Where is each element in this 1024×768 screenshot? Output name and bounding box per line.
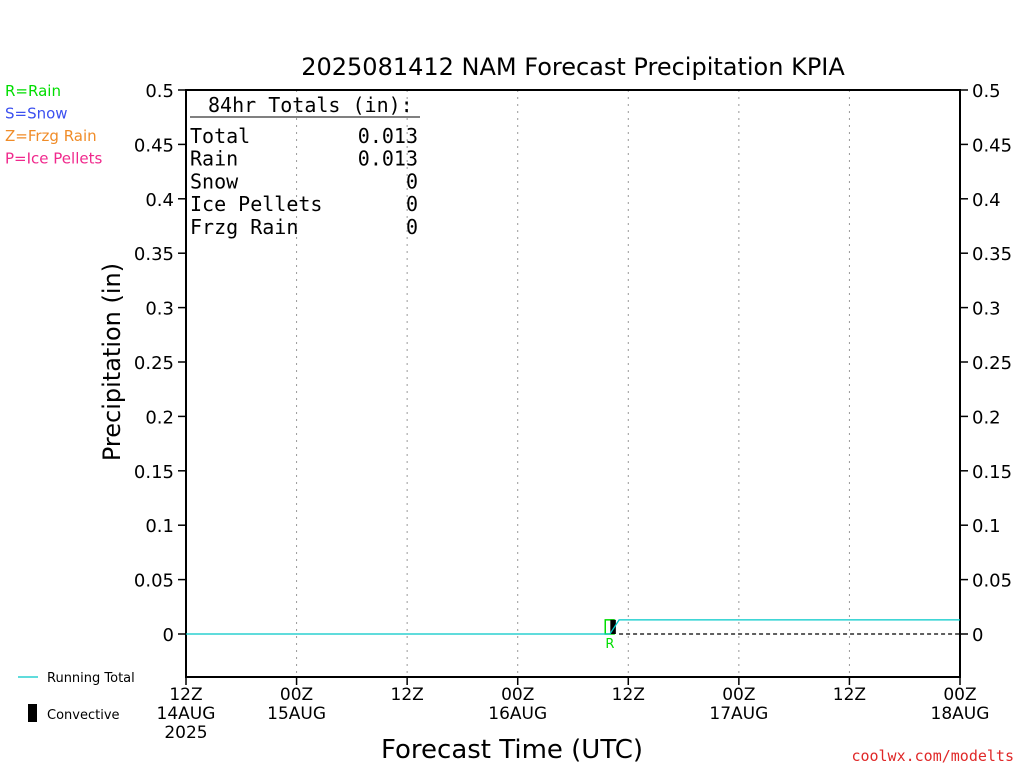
y-tick-label-left: 0.5 — [145, 81, 174, 102]
precip-type-legend-item: R=Rain — [5, 82, 61, 100]
precip-bars: R — [604, 619, 616, 652]
convective-bar — [610, 619, 616, 634]
y-tick-label-right: 0.05 — [972, 571, 1012, 592]
credit-text: coolwx.com/modelts — [851, 747, 1014, 765]
x-tick-label: 00Z — [280, 685, 313, 705]
y-tick-label-left: 0.4 — [145, 190, 174, 211]
rain-bar-label: R — [605, 637, 614, 652]
x-axis-label: Forecast Time (UTC) — [381, 735, 643, 765]
totals-box: 84hr Totals (in): Total 0.013 Rain 0.013 Sno… — [190, 93, 420, 239]
convective-swatch — [28, 704, 37, 722]
y-tick-label-left: 0.1 — [145, 516, 174, 537]
totals-row-value: 0 — [406, 192, 418, 216]
precip-type-legend-item: Z=Frzg Rain — [5, 127, 97, 145]
x-tick-label: 12Z — [169, 685, 202, 705]
totals-row-label: Ice Pellets — [190, 192, 322, 216]
x-tick-label: 17AUG — [709, 704, 768, 724]
y-tick-label-left: 0.05 — [134, 571, 174, 592]
plot-frame — [185, 89, 961, 678]
x-tick-label: 15AUG — [267, 704, 326, 724]
x-tick-label: 00Z — [943, 685, 976, 705]
y-axis-label: Precipitation (in) — [98, 263, 126, 461]
x-tick-label: 18AUG — [931, 704, 990, 724]
x-tick-label: 00Z — [722, 685, 755, 705]
totals-row-value: 0.013 — [358, 147, 418, 171]
y-tick-label-left: 0.15 — [134, 462, 174, 483]
y-tick-label-left: 0.3 — [145, 299, 174, 320]
x-tick-label: 2025 — [164, 723, 207, 743]
running-total-legend-label: Running Total — [47, 671, 135, 686]
y-tick-label-right: 0.5 — [972, 81, 1001, 102]
y-tick-label-left: 0.25 — [134, 353, 174, 374]
x-tick-label: 14AUG — [157, 704, 216, 724]
x-tick-label: 12Z — [833, 685, 866, 705]
y-tick-label-left: 0.2 — [145, 407, 174, 428]
totals-row-value: 0 — [406, 169, 418, 193]
totals-row-label: Total — [190, 124, 250, 148]
y-tick-label-right: 0.35 — [972, 244, 1012, 265]
y-tick-label-right: 0.2 — [972, 407, 1001, 428]
x-tick-label: 12Z — [391, 685, 424, 705]
x-tick-label: 16AUG — [488, 704, 547, 724]
grid-lines — [296, 90, 850, 677]
totals-row-label: Snow — [190, 169, 239, 193]
y-tick-label-left: 0.35 — [134, 244, 174, 265]
y-tick-label-left: 0 — [163, 625, 174, 646]
precip-type-legend-item: P=Ice Pellets — [5, 150, 102, 168]
totals-row-label: Frzg Rain — [190, 215, 298, 239]
precip-type-legend: R=Rain S=Snow Z=Frzg Rain P=Ice Pellets — [5, 82, 102, 168]
y-tick-label-right: 0.45 — [972, 135, 1012, 156]
y-tick-label-left: 0.45 — [134, 135, 174, 156]
totals-row-value: 0 — [406, 215, 418, 239]
totals-row-label: Rain — [190, 147, 238, 171]
y-axis-right: 0 0.05 0.1 0.15 0.2 0.25 0.3 0.35 0.4 0.45 0.5 — [960, 81, 1012, 646]
totals-row-value: 0.013 — [358, 124, 418, 148]
y-tick-label-right: 0.3 — [972, 299, 1001, 320]
series-legend: Running Total Convective — [18, 671, 135, 723]
x-tick-label: 00Z — [501, 685, 534, 705]
y-tick-label-right: 0.15 — [972, 462, 1012, 483]
convective-legend-label: Convective — [47, 708, 120, 723]
totals-heading: 84hr Totals (in): — [208, 93, 413, 117]
y-tick-label-right: 0.4 — [972, 190, 1001, 211]
running-total-line — [186, 619, 960, 635]
y-tick-label-right: 0 — [972, 625, 983, 646]
x-tick-label: 12Z — [612, 685, 645, 705]
chart-title: 2025081412 NAM Forecast Precipitation KP… — [301, 53, 845, 81]
y-tick-label-right: 0.25 — [972, 353, 1012, 374]
precip-type-legend-item: S=Snow — [5, 105, 68, 123]
y-axis-left: 0 0.05 0.1 0.15 0.2 0.25 0.3 0.35 0.4 0.45 0.5 — [134, 81, 186, 646]
y-tick-label-right: 0.1 — [972, 516, 1001, 537]
